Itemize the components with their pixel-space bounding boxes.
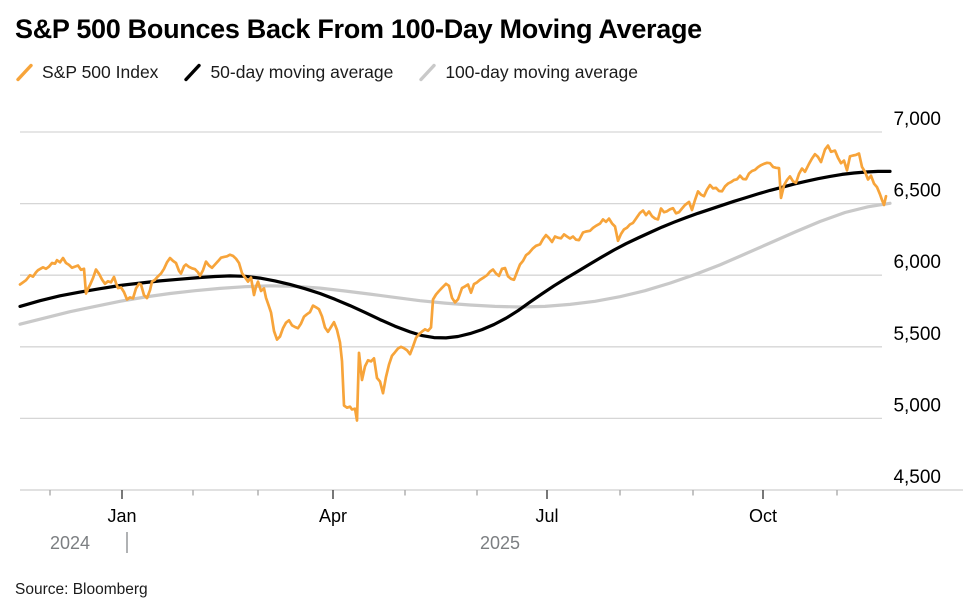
x-axis-tick-label: Apr [319, 506, 347, 526]
legend-item-sp500: S&P 500 Index [16, 62, 158, 83]
y-axis-tick-label: 6,500 [893, 181, 941, 202]
y-axis-tick-label: 4,500 [893, 467, 941, 488]
x-axis-tick-label: Jul [535, 506, 558, 526]
legend-label-sp500: S&P 500 Index [42, 62, 159, 82]
sp500-line-swatch-icon [16, 63, 33, 82]
legend-item-100day: 100-day moving average [419, 62, 638, 83]
year-label: 2025 [480, 533, 520, 553]
year-label: 2024 [50, 533, 90, 553]
y-axis-tick-label: 5,500 [893, 324, 941, 345]
source-attribution: Source: Bloomberg [15, 581, 148, 598]
y-axis-tick-label: 7,000 [893, 109, 941, 130]
chart-legend: S&P 500 Index 50-day moving average 100-… [16, 62, 638, 83]
ma50-line-swatch-icon [184, 63, 202, 82]
chart-title: S&P 500 Bounces Back From 100-Day Moving… [15, 14, 702, 44]
series-line-50-day-moving-average [18, 169, 892, 340]
y-axis-tick-label: 5,000 [893, 395, 941, 416]
ma100-line-swatch-icon [419, 63, 437, 82]
legend-item-50day: 50-day moving average [184, 62, 393, 83]
legend-label-100day: 100-day moving average [445, 62, 638, 82]
x-axis-tick-label: Oct [749, 506, 777, 526]
x-axis-tick-label: Jan [107, 506, 136, 526]
legend-label-50day: 50-day moving average [210, 62, 394, 82]
y-axis-tick-label: 6,000 [893, 252, 941, 273]
series-line-100-day-moving-average [18, 201, 892, 326]
series-line-s-p-500-index [18, 144, 888, 422]
